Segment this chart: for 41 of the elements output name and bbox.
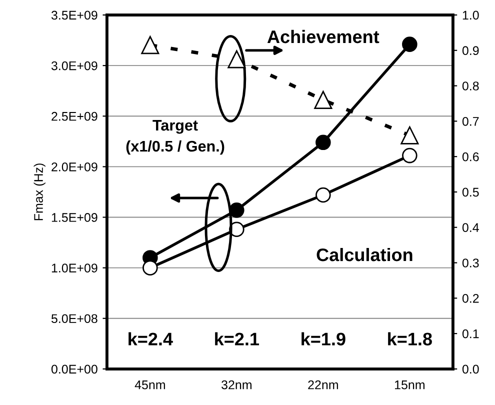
y2-tick-label: 0.8 (462, 82, 479, 90)
y-tick-label: 5.0E+08 (51, 314, 98, 324)
y2-tick-label: 0.4 (462, 223, 479, 232)
point (316, 134, 331, 150)
y-axis-title: Fmax (Hz) (34, 164, 46, 220)
y2-tick-label: 0.2 (462, 294, 479, 303)
annotation: k=2.1 (215, 332, 260, 346)
y2-tick-label: 0.0 (462, 364, 479, 374)
y-tick-label: 2.0E+09 (52, 162, 98, 172)
y2-tick-label: 0.7 (462, 116, 479, 126)
y2-tick-label: 1.0 (462, 10, 479, 20)
x-tick-label: 15nm (394, 380, 424, 390)
point (400, 126, 419, 144)
y-tick-label: 3.5E+09 (51, 10, 98, 20)
y2-tick-label: 0.1 (462, 329, 479, 338)
y2-tick-label: 0.5 (462, 188, 479, 197)
point (229, 202, 244, 218)
annotation: k=2.4 (128, 332, 173, 346)
y-tick-label: 1.5E+09 (52, 213, 98, 222)
annotation: Target (x1/0.5 / Gen.) (126, 120, 224, 155)
x-tick-label: 22nm (308, 380, 338, 390)
point (316, 187, 331, 203)
annotation: k=1.9 (302, 332, 346, 346)
annotation: Achievement (267, 30, 380, 44)
point (402, 148, 418, 164)
point (142, 260, 158, 276)
y2-tick-label: 0.3 (462, 258, 479, 268)
point (402, 36, 418, 52)
annotation: Calculation (316, 248, 412, 262)
y-tick-label: 2.5E+09 (52, 112, 98, 121)
annotation: k=1.8 (388, 332, 432, 346)
y-tick-label: 0.0E+00 (51, 364, 98, 374)
point (228, 50, 246, 68)
x-tick-label: 32nm (222, 380, 252, 390)
point (141, 36, 160, 54)
y2-tick-label: 0.6 (462, 152, 479, 162)
y2-tick-label: 0.9 (462, 46, 479, 56)
x-tick-label: 45nm (134, 380, 165, 390)
y-tick-label: 1.0E+09 (52, 264, 98, 272)
y-tick-label: 3.0E+09 (51, 61, 98, 70)
point (314, 90, 332, 109)
